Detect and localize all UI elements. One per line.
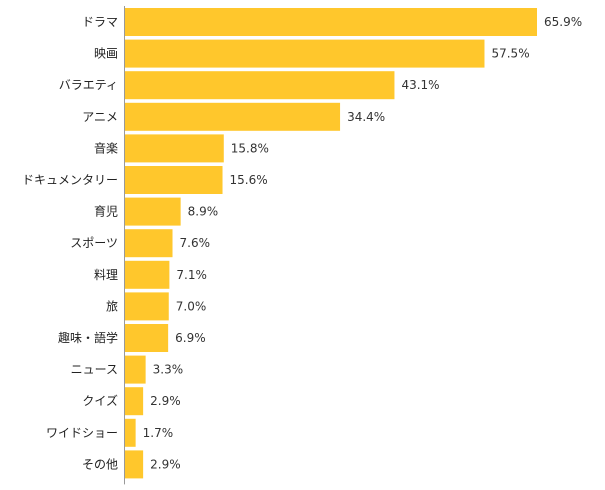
category-label: 音楽	[94, 140, 118, 155]
value-label: 3.3%	[153, 363, 184, 377]
category-label: スポーツ	[70, 236, 118, 250]
category-labels: ドラマ映画バラエティアニメ音楽ドキュメンタリー育児スポーツ料理旅趣味・語学ニュー…	[22, 15, 118, 471]
category-label: クイズ	[82, 393, 118, 408]
category-label: ドキュメンタリー	[22, 173, 118, 187]
bar	[125, 39, 485, 68]
value-label: 57.5%	[491, 47, 529, 61]
value-label: 1.7%	[143, 426, 174, 440]
bar	[125, 71, 395, 100]
value-label: 7.0%	[176, 299, 207, 313]
value-label: 7.6%	[180, 236, 211, 250]
bar	[125, 102, 341, 131]
category-label: その他	[82, 457, 118, 471]
bar	[125, 450, 144, 479]
value-label: 6.9%	[175, 331, 206, 345]
value-label: 15.8%	[231, 141, 269, 155]
category-label: ワイドショー	[46, 426, 118, 440]
value-label: 65.9%	[544, 15, 582, 29]
category-label: 旅	[106, 299, 118, 313]
category-label: 趣味・語学	[58, 330, 118, 345]
value-label: 2.9%	[150, 457, 181, 471]
value-label: 43.1%	[401, 78, 439, 92]
value-label: 8.9%	[188, 205, 219, 219]
bar	[125, 166, 223, 194]
bar	[125, 8, 537, 36]
bar	[125, 260, 170, 289]
value-label: 15.6%	[230, 173, 268, 187]
value-label: 34.4%	[347, 110, 385, 124]
bar	[125, 355, 146, 384]
bar	[125, 292, 169, 321]
bars-layer	[125, 8, 537, 479]
bar	[125, 197, 181, 226]
category-label: 映画	[94, 47, 118, 61]
category-label: ドラマ	[82, 15, 118, 29]
bar	[125, 324, 169, 352]
category-label: アニメ	[82, 110, 118, 124]
value-label: 2.9%	[150, 394, 181, 408]
category-label: バラエティ	[59, 78, 118, 92]
value-labels: 65.9% 57.5% 43.1% 34.4% 15.8% 15.6% 8.9% 7.6% 7.…	[143, 15, 582, 471]
bar	[125, 229, 173, 258]
category-label: 育児	[94, 204, 118, 219]
category-label: ニュース	[71, 363, 118, 377]
bar	[125, 418, 136, 447]
value-label: 7.1%	[176, 268, 207, 282]
bar	[125, 387, 144, 416]
category-label: 料理	[94, 268, 118, 282]
bar	[125, 134, 224, 163]
